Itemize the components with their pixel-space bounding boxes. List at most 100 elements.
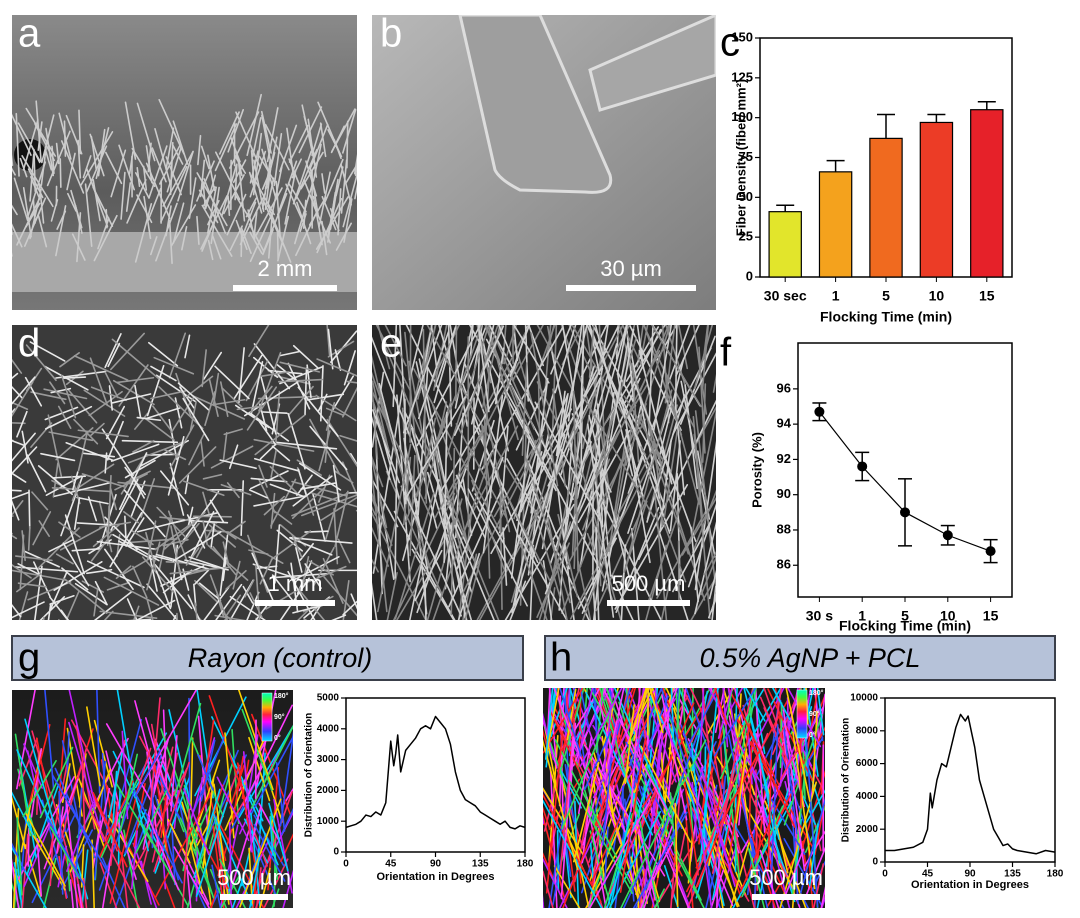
- fiber: [532, 422, 571, 558]
- fiber: [165, 205, 172, 237]
- fiber: [464, 556, 482, 620]
- fiber: [298, 462, 342, 491]
- fiber: [342, 600, 357, 616]
- fiber: [478, 325, 509, 452]
- fiber: [349, 453, 357, 466]
- x-tick-label: 135: [472, 859, 489, 870]
- fiber: [624, 704, 635, 785]
- color-bar-label: 180°: [274, 692, 289, 700]
- fiber: [506, 366, 536, 430]
- scale-bar-label: 500 µm: [749, 865, 823, 890]
- fiber: [756, 851, 770, 908]
- fiber: [630, 688, 641, 813]
- fiber: [269, 572, 328, 579]
- fiber: [242, 585, 254, 604]
- fiber: [618, 325, 665, 474]
- fiber: [337, 188, 342, 236]
- fiber: [153, 761, 190, 873]
- fiber: [266, 177, 275, 208]
- fiber: [377, 443, 412, 613]
- fiber: [17, 562, 41, 576]
- x-tick-label: 45: [385, 859, 397, 870]
- scale-bar: [233, 285, 337, 291]
- fiber: [12, 204, 18, 216]
- fiber: [228, 821, 233, 900]
- fiber: [698, 750, 712, 870]
- fiber: [67, 389, 98, 424]
- fiber: [741, 805, 784, 898]
- fiber: [291, 487, 326, 519]
- fiber: [805, 741, 819, 908]
- fiber: [186, 864, 192, 908]
- fiber: [62, 542, 90, 587]
- fiber: [306, 364, 312, 399]
- fiber: [550, 688, 568, 738]
- fiber: [226, 883, 233, 908]
- fiber: [233, 354, 263, 400]
- fiber: [96, 540, 157, 551]
- fiber: [123, 558, 150, 575]
- fiber: [107, 342, 121, 368]
- fiber: [727, 723, 751, 868]
- fiber: [65, 590, 80, 620]
- fiber: [299, 213, 307, 233]
- fiber: [254, 457, 300, 472]
- fiber: [279, 361, 321, 373]
- fiber: [543, 787, 585, 856]
- fiber: [319, 122, 327, 158]
- fiber: [212, 813, 254, 908]
- fiber: [629, 688, 663, 767]
- fiber: [252, 117, 262, 157]
- fiber: [602, 443, 657, 544]
- fiber: [132, 605, 140, 620]
- fiber: [372, 354, 389, 426]
- fiber: [270, 530, 312, 561]
- fiber: [255, 564, 261, 620]
- fiber: [534, 401, 604, 527]
- fiber: [67, 192, 77, 212]
- fiber: [216, 776, 250, 842]
- panel-letter: d: [18, 322, 40, 366]
- fiber: [145, 407, 181, 420]
- fiber: [190, 737, 194, 811]
- fiber: [296, 459, 323, 476]
- fiber: [12, 422, 26, 425]
- fiber: [372, 371, 385, 448]
- fiber: [66, 152, 76, 191]
- fiber: [55, 142, 60, 165]
- fiber: [588, 325, 595, 379]
- fiber: [172, 202, 185, 244]
- fiber: [514, 433, 566, 603]
- fiber: [45, 127, 55, 177]
- fiber: [641, 702, 695, 828]
- fiber: [114, 818, 149, 908]
- fiber: [17, 582, 47, 588]
- fiber: [143, 195, 152, 240]
- fiber: [372, 456, 388, 529]
- fiber: [104, 516, 138, 551]
- fiber: [183, 788, 210, 856]
- fiber: [225, 569, 247, 590]
- bar: [919, 121, 954, 278]
- fiber: [658, 357, 685, 460]
- fiber: [35, 197, 47, 221]
- fiber: [86, 568, 113, 575]
- panel-header: 0.5% AgNP + PCL: [700, 643, 921, 673]
- fiber: [211, 235, 222, 260]
- fiber: [618, 701, 641, 767]
- fiber: [214, 123, 238, 172]
- fiber: [261, 114, 272, 166]
- fiber: [512, 325, 514, 365]
- fiber: [529, 544, 535, 620]
- fiber: [220, 483, 252, 496]
- y-tick-label: 100: [731, 109, 753, 124]
- fiber: [317, 393, 328, 413]
- fiber: [59, 526, 105, 551]
- fiber: [589, 325, 601, 376]
- fiber: [721, 720, 741, 880]
- fiber: [372, 526, 390, 567]
- fiber: [240, 226, 252, 255]
- x-axis-label: Flocking Time (min): [839, 618, 971, 634]
- fiber: [210, 888, 218, 908]
- fiber: [83, 389, 126, 417]
